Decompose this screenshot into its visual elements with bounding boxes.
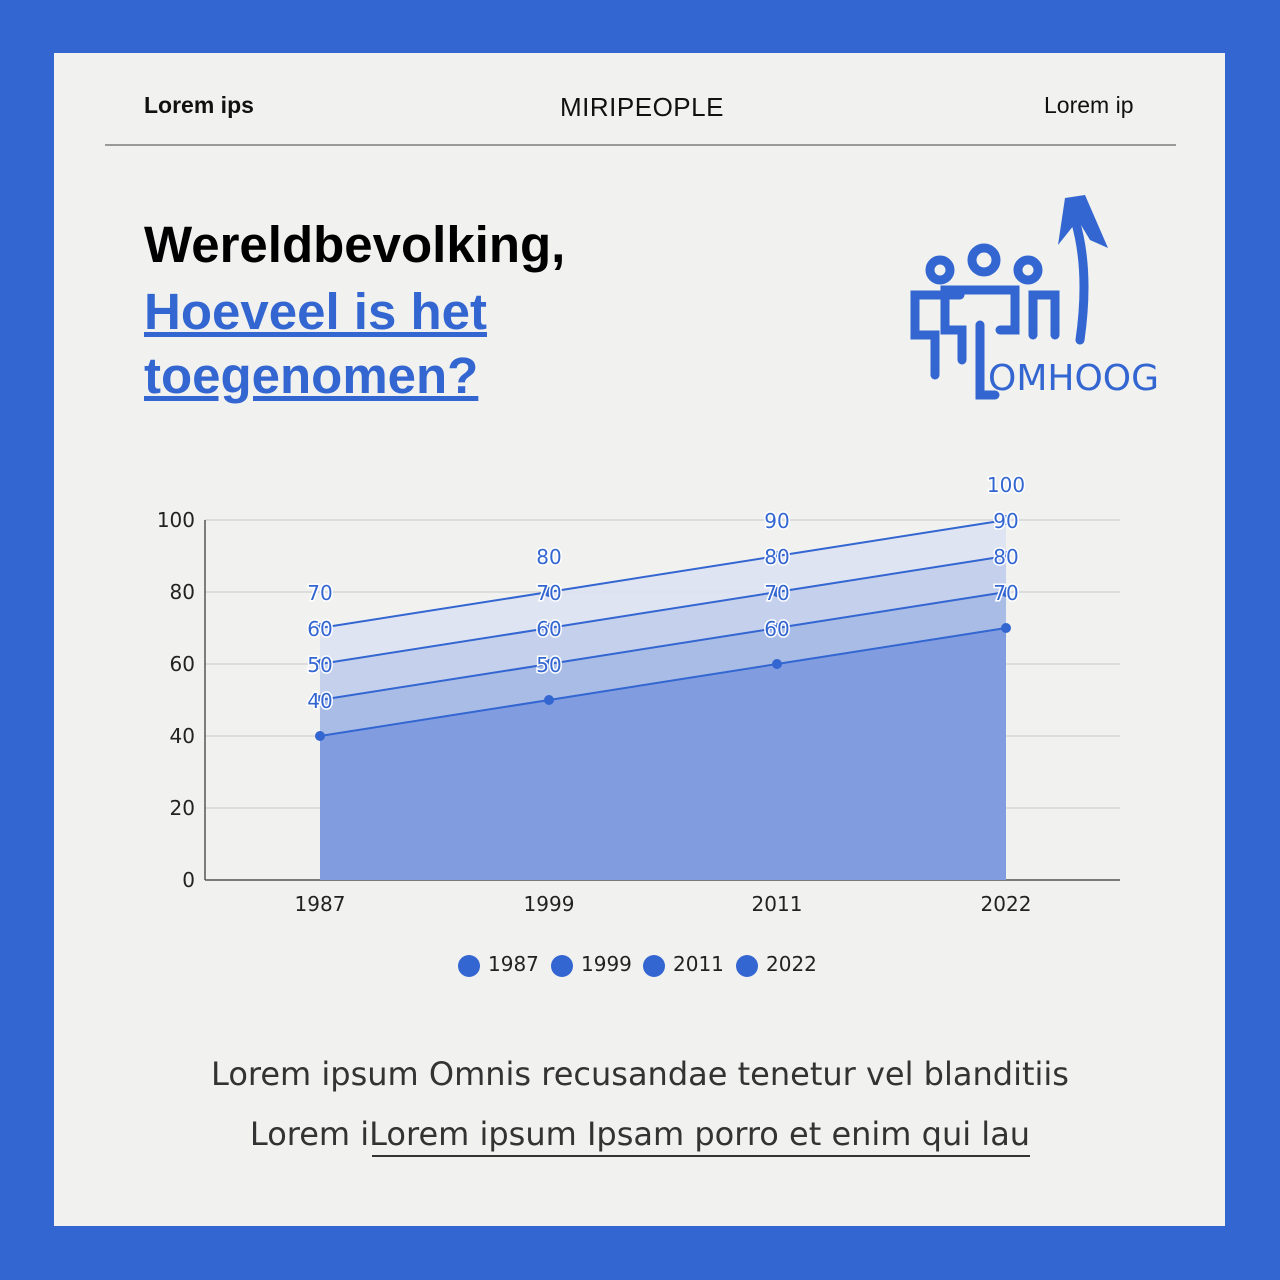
point — [544, 587, 554, 597]
data-label: 60 — [307, 617, 332, 641]
y-tick-label: 20 — [170, 796, 195, 820]
legend-label: 1999 — [581, 952, 632, 976]
legend-marker — [736, 955, 758, 977]
legend-marker — [458, 955, 480, 977]
data-label: 80 — [993, 545, 1018, 569]
x-tick-label: 2022 — [981, 892, 1032, 916]
area-chart: 0 20 40 60 80 100 70 80 90 100 60 70 80 90 50 60 70 80 40 5… — [157, 472, 1120, 977]
point — [1001, 551, 1011, 561]
legend-marker — [551, 955, 573, 977]
point — [315, 623, 325, 633]
y-tick-label: 100 — [157, 508, 195, 532]
data-label: 70 — [307, 581, 332, 605]
x-tick-label: 1999 — [524, 892, 575, 916]
legend-label: 2011 — [673, 952, 724, 976]
point — [544, 623, 554, 633]
point — [1001, 587, 1011, 597]
line-1999 — [319, 591, 1007, 701]
data-label: 70 — [993, 581, 1018, 605]
data-label: 100 — [987, 473, 1025, 497]
area-1987 — [320, 628, 1006, 880]
data-label: 90 — [764, 509, 789, 533]
y-tick-label: 40 — [170, 724, 195, 748]
legend-marker — [643, 955, 665, 977]
data-label: 70 — [764, 581, 789, 605]
data-label: 50 — [536, 653, 561, 677]
logo-text: OMHOOG — [988, 358, 1159, 399]
point — [772, 587, 782, 597]
point — [315, 695, 325, 705]
header-left: Lorem ips — [144, 92, 254, 118]
point — [772, 551, 782, 561]
point — [1001, 515, 1011, 525]
point — [544, 659, 554, 669]
y-tick-label: 60 — [170, 652, 195, 676]
data-label: 70 — [536, 581, 561, 605]
footer-line-1: Lorem ipsum Omnis recusandae tenetur vel… — [211, 1055, 1069, 1093]
point — [1001, 623, 1011, 633]
point — [315, 659, 325, 669]
data-label: 80 — [536, 545, 561, 569]
line-2011 — [319, 555, 1007, 665]
y-tick-label: 80 — [170, 580, 195, 604]
point — [315, 731, 325, 741]
footer-line-2: Lorem iLorem ipsum Ipsam porro et enim q… — [249, 1115, 1031, 1153]
x-tick-label: 1987 — [295, 892, 346, 916]
data-label: 40 — [307, 689, 332, 713]
brand-name: MIRIPEOPLE — [560, 92, 724, 122]
people-arrow-up-icon: OMHOOG — [910, 195, 1159, 400]
page-title: Wereldbevolking, — [144, 216, 566, 273]
line-2022 — [319, 519, 1007, 629]
data-label: 60 — [536, 617, 561, 641]
line-1987 — [319, 627, 1007, 737]
y-tick-label: 0 — [182, 868, 195, 892]
divider — [105, 144, 1176, 146]
data-label: 60 — [764, 617, 789, 641]
footer-underline — [372, 1155, 1030, 1157]
data-label: 90 — [993, 509, 1018, 533]
point — [772, 659, 782, 669]
data-label: 80 — [764, 545, 789, 569]
point — [772, 623, 782, 633]
legend-label: 1987 — [488, 952, 539, 976]
header-right: Lorem ip — [1044, 92, 1134, 118]
x-tick-label: 2011 — [752, 892, 803, 916]
page-subtitle-link[interactable]: Hoeveel is het toegenomen? — [144, 283, 487, 404]
point — [544, 695, 554, 705]
legend-label: 2022 — [766, 952, 817, 976]
data-label: 50 — [307, 653, 332, 677]
